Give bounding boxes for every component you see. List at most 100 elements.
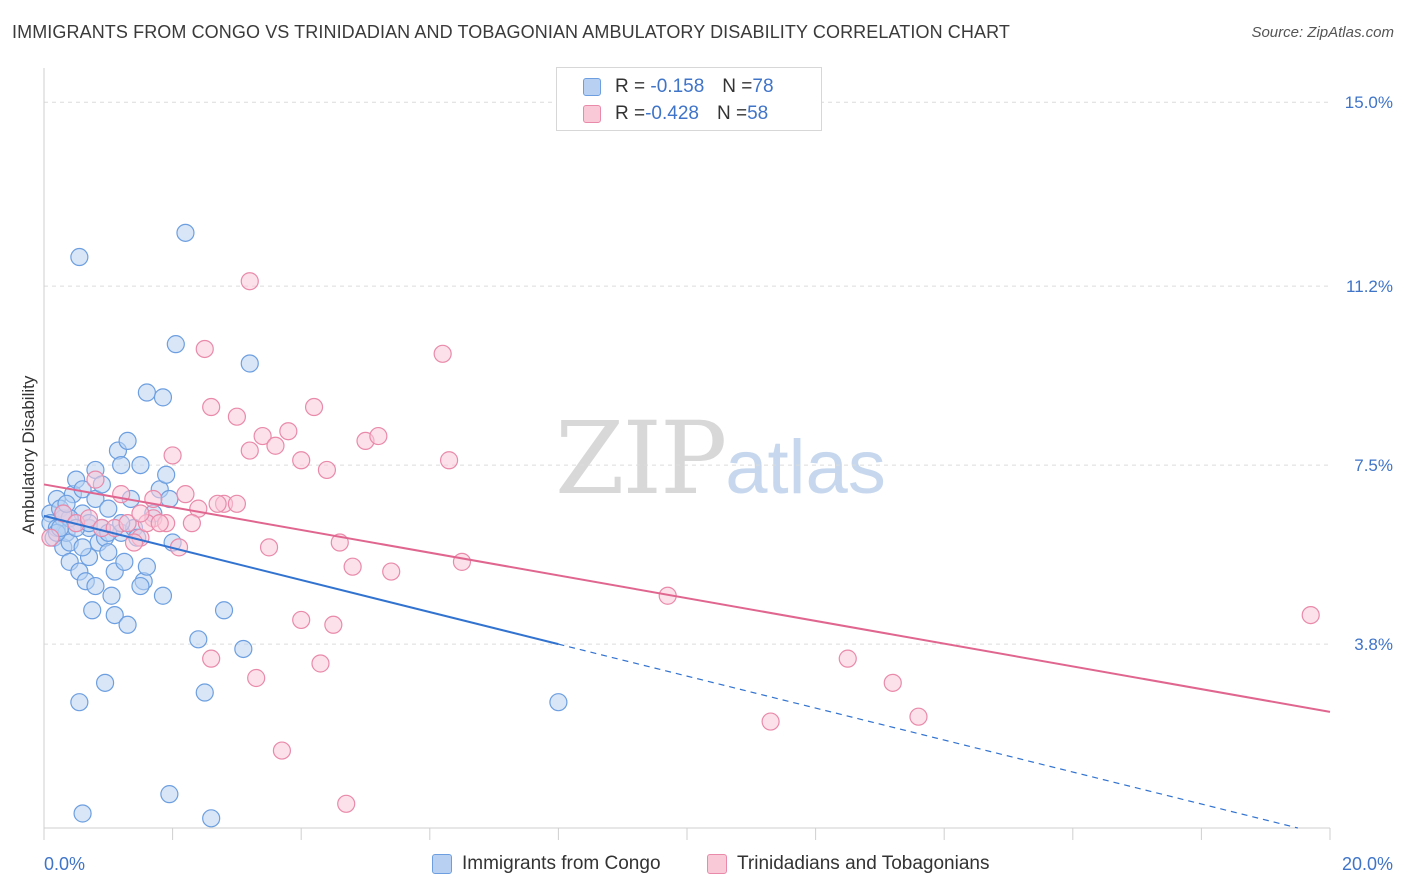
data-point-congo: [131, 455, 150, 475]
legend-item-congo: Immigrants from Congo: [432, 852, 661, 876]
data-point-congo: [95, 673, 115, 692]
data-point-trinidad: [86, 470, 105, 489]
legend-n-value: 58: [747, 103, 769, 124]
data-point-trinidad: [163, 446, 182, 465]
data-point-trinidad: [247, 668, 266, 688]
data-point-congo: [137, 557, 156, 576]
data-point-trinidad: [202, 397, 221, 417]
data-point-trinidad: [324, 615, 343, 634]
y-tick-label: 15.0%: [1345, 93, 1393, 112]
data-point-trinidad: [227, 407, 246, 426]
data-point-congo: [105, 605, 124, 625]
data-point-congo: [202, 809, 221, 828]
x-tick-label: 0.0%: [44, 854, 85, 874]
legend-r-value: -0.428: [645, 103, 699, 124]
data-point-trinidad: [292, 610, 311, 630]
data-point-trinidad: [433, 344, 452, 363]
stats-legend: R = -0.158 N = 78 R = -0.428 N = 58: [556, 67, 822, 131]
data-point-trinidad: [182, 514, 201, 533]
data-point-trinidad: [41, 528, 60, 547]
data-point-congo: [195, 683, 214, 702]
data-point-congo: [240, 354, 259, 373]
data-point-trinidad: [266, 436, 285, 455]
data-point-trinidad: [202, 649, 221, 668]
data-point-trinidad: [1301, 605, 1320, 625]
source-label: Source: ZipAtlas.com: [1251, 24, 1394, 41]
legend-swatch-pink: [583, 105, 601, 123]
data-point-trinidad: [452, 552, 472, 571]
data-point-trinidad: [272, 741, 292, 760]
data-point-trinidad: [227, 494, 246, 513]
watermark-zip: ZIP: [555, 400, 727, 517]
data-point-trinidad: [838, 649, 857, 668]
legend-swatch-blue: [432, 854, 452, 874]
data-point-congo: [176, 223, 195, 242]
data-point-congo: [83, 601, 102, 620]
data-point-congo: [86, 576, 105, 596]
data-point-congo: [73, 804, 92, 823]
data-point-congo: [153, 586, 173, 605]
data-point-congo: [153, 388, 173, 407]
legend-swatch-pink: [707, 854, 727, 874]
data-point-trinidad: [131, 504, 150, 523]
data-point-congo: [118, 431, 137, 451]
data-point-congo: [102, 586, 121, 605]
legend-label-trinidad: Trinidadians and Tobagonians: [737, 853, 990, 874]
data-point-congo: [214, 601, 234, 620]
y-tick-label: 3.8%: [1354, 635, 1393, 654]
data-point-congo: [70, 247, 89, 267]
data-point-trinidad: [343, 557, 362, 576]
data-point-trinidad: [382, 562, 401, 581]
data-point-congo: [549, 693, 568, 712]
chart-title: IMMIGRANTS FROM CONGO VS TRINIDADIAN AND…: [12, 22, 1010, 42]
trend-line-dashed-congo: [558, 643, 1298, 829]
data-point-trinidad: [150, 514, 169, 533]
legend-r-value: -0.158: [650, 76, 705, 97]
y-axis-title: Ambulatory Disability: [19, 375, 38, 535]
data-point-congo: [112, 455, 131, 475]
data-point-congo: [115, 552, 134, 571]
x-tick-label: 20.0%: [1342, 854, 1393, 874]
data-point-congo: [99, 499, 118, 518]
data-point-trinidad: [761, 712, 780, 731]
data-point-trinidad: [253, 426, 272, 446]
data-point-congo: [137, 383, 156, 402]
data-point-congo: [160, 785, 179, 804]
data-point-trinidad: [176, 485, 195, 504]
watermark: ZIPatlas: [555, 400, 886, 517]
data-point-trinidad: [883, 673, 902, 692]
data-point-trinidad: [292, 451, 311, 470]
trend-line-trinidad: [43, 483, 1331, 713]
legend-swatch-blue: [583, 78, 601, 96]
data-point-congo: [189, 630, 208, 649]
data-point-trinidad: [195, 339, 214, 359]
data-point-trinidad: [369, 426, 388, 446]
watermark-atlas: atlas: [725, 425, 886, 510]
data-point-congo: [166, 335, 185, 354]
data-point-congo: [157, 465, 176, 484]
data-point-trinidad: [337, 794, 356, 813]
data-point-trinidad: [259, 538, 279, 557]
data-point-trinidad: [439, 451, 459, 470]
data-point-congo: [70, 693, 89, 712]
legend-row-trinidad: R = -0.428 N = 58: [583, 101, 768, 127]
data-point-congo: [131, 576, 150, 596]
legend-item-trinidad: Trinidadians and Tobagonians: [707, 852, 989, 876]
data-point-congo: [99, 543, 118, 562]
data-point-congo: [73, 538, 92, 557]
data-point-congo: [234, 639, 253, 659]
data-point-trinidad: [909, 707, 928, 726]
legend-label-congo: Immigrants from Congo: [462, 853, 661, 874]
data-point-congo: [118, 615, 137, 634]
data-point-trinidad: [304, 397, 324, 417]
data-point-trinidad: [118, 514, 137, 533]
trend-line-congo: [43, 514, 559, 646]
data-point-trinidad: [240, 441, 259, 460]
data-point-trinidad: [208, 494, 227, 513]
y-tick-label: 7.5%: [1354, 456, 1393, 475]
y-tick-label: 11.2%: [1346, 277, 1393, 296]
legend-row-congo: R = -0.158 N = 78: [583, 74, 774, 100]
data-point-trinidad: [279, 422, 298, 441]
legend-n-value: 78: [752, 76, 774, 97]
